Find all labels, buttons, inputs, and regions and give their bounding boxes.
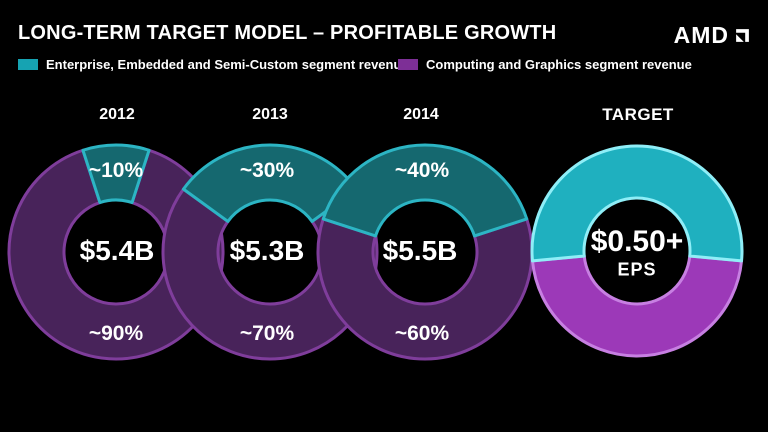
amd-arrow-icon	[736, 29, 749, 42]
legend-swatch-teal	[18, 59, 38, 70]
segment-teal	[321, 143, 529, 238]
year-label-2013: 2013	[252, 106, 288, 123]
pct-label-2014-teal: ~40%	[394, 159, 450, 182]
year-label-2014: 2014	[403, 106, 439, 123]
center-value-target: $0.50+	[590, 225, 684, 258]
pct-label-2012-teal: ~10%	[88, 159, 144, 182]
donut-chart-2014	[316, 143, 534, 361]
page-title: LONG-TERM TARGET MODEL – PROFITABLE GROW…	[18, 22, 557, 44]
legend-swatch-purple	[398, 59, 418, 70]
amd-logo: AMD	[674, 24, 752, 47]
center-value-2014: $5.5B	[382, 235, 458, 266]
segment-teal	[81, 143, 151, 205]
pct-label-2014-purple: ~60%	[394, 322, 450, 345]
year-label-2012: 2012	[99, 106, 135, 123]
segment-teal	[530, 144, 744, 263]
legend-item-enterprise: Enterprise, Embedded and Semi-Custom seg…	[18, 57, 409, 72]
center-value-2012: $5.4B	[79, 235, 155, 266]
amd-logo-text: AMD	[673, 22, 729, 48]
legend-label-computing: Computing and Graphics segment revenue	[426, 57, 692, 72]
segment-purple	[530, 254, 744, 358]
center-sublabel-target-eps: EPS	[617, 259, 657, 280]
legend-label-enterprise: Enterprise, Embedded and Semi-Custom seg…	[46, 57, 409, 72]
pct-label-2013-teal: ~30%	[239, 159, 295, 182]
year-label-target: TARGET	[602, 105, 674, 124]
center-value-2013: $5.3B	[229, 235, 305, 266]
legend-item-computing: Computing and Graphics segment revenue	[398, 57, 692, 72]
pct-label-2012-purple: ~90%	[88, 322, 144, 345]
donut-chart-target	[530, 144, 744, 358]
pct-label-2013-purple: ~70%	[239, 322, 295, 345]
segment-purple	[316, 217, 534, 361]
